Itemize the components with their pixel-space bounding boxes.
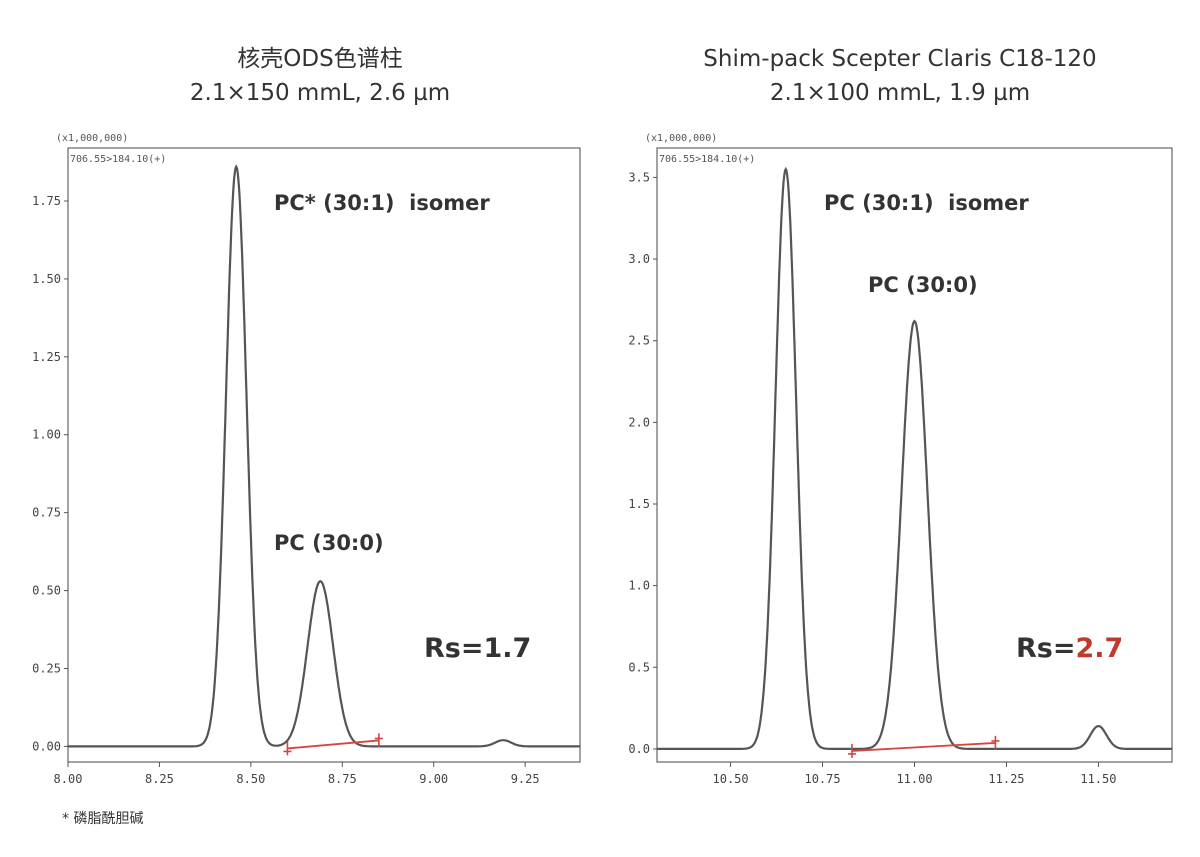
x-tick-label: 8.25 [145, 772, 174, 786]
y-tick-label: 3.5 [628, 170, 650, 184]
peak-label: PC (30:1) isomer [824, 191, 1029, 215]
chart-2: (x1,000,000) 706.55>184.10(+) 0.0 0.5 1.0 1.5… [628, 133, 1173, 786]
x-tick-label: 11.00 [896, 772, 932, 786]
x-tick-label: 11.50 [1080, 772, 1116, 786]
mrm-label: 706.55>184.10(+) [70, 154, 166, 165]
baseline-start-marker [847, 743, 856, 758]
y-tick-label: 0.50 [32, 584, 61, 598]
integration-baseline [287, 739, 379, 750]
y-tick-label: 1.0 [628, 579, 650, 593]
x-tick-label: 9.00 [419, 772, 448, 786]
footnote: * 磷脂酰胆碱 [62, 811, 144, 827]
y-tick-label: 2.0 [628, 415, 650, 429]
y-tick-label: 0.5 [628, 660, 650, 674]
scale-label: (x1,000,000) [56, 133, 128, 144]
mrm-label: 706.55>184.10(+) [659, 154, 755, 165]
chart-2-subtitle: 2.1×100 mmL, 1.9 µm [769, 80, 1031, 106]
y-tick-label: 1.5 [628, 497, 650, 511]
baseline-end-marker [374, 733, 383, 748]
chart-2-title-block: Shim-pack Scepter Claris C18-120 2.1×100… [640, 42, 1160, 110]
resolution-label: Rs=1.7 [424, 633, 531, 664]
plot-frame [656, 147, 1173, 763]
x-tick-label: 8.75 [328, 772, 357, 786]
x-tick-label: 10.50 [713, 772, 749, 786]
y-tick-label: 1.25 [32, 350, 61, 364]
y-tick-label: 3.0 [628, 252, 650, 266]
y-tick-label: 0.25 [32, 661, 61, 675]
x-tick-label: 11.25 [988, 772, 1024, 786]
resolution-prefix: Rs= [1016, 633, 1075, 664]
chart-1-title-block: 核壳ODS色谱柱 2.1×150 mmL, 2.6 µm [60, 42, 580, 110]
y-tick-label: 0.0 [628, 742, 650, 756]
chart-1: (x1,000,000) 706.55>184.10(+) 0.00 0.25 0.50… [32, 133, 581, 786]
y-tick-label: 1.75 [32, 194, 61, 208]
baseline-start-marker [283, 741, 292, 756]
chart-1-subtitle: 2.1×150 mmL, 2.6 µm [189, 80, 451, 106]
resolution-value: 1.7 [483, 633, 531, 664]
y-tick-label: 2.5 [628, 334, 650, 348]
integration-baseline [851, 742, 996, 752]
plot-frame [67, 147, 581, 763]
peak-label: PC* (30:1) isomer [274, 191, 490, 215]
x-tick-label: 8.50 [236, 772, 265, 786]
x-tick-label: 9.25 [511, 772, 540, 786]
chart-2-title: Shim-pack Scepter Claris C18-120 [703, 46, 1097, 72]
peak-label: PC (30:0) [868, 273, 978, 297]
chromatogram-trace [657, 166, 1172, 750]
y-tick-label: 0.00 [32, 739, 61, 753]
peak-label: PC (30:0) [274, 531, 384, 555]
baseline-end-marker [991, 735, 1000, 750]
y-tick-label: 0.75 [32, 506, 61, 520]
scale-label: (x1,000,000) [645, 133, 717, 144]
y-tick-label: 1.50 [32, 272, 61, 286]
resolution-prefix: Rs= [424, 633, 483, 664]
chromatogram-trace [68, 164, 580, 748]
resolution-label: Rs=2.7 [1016, 633, 1123, 664]
y-tick-label: 1.00 [32, 428, 61, 442]
x-tick-label: 8.00 [54, 772, 83, 786]
x-tick-label: 10.75 [804, 772, 840, 786]
resolution-value: 2.7 [1075, 633, 1123, 664]
chart-1-title: 核壳ODS色谱柱 [237, 46, 403, 72]
